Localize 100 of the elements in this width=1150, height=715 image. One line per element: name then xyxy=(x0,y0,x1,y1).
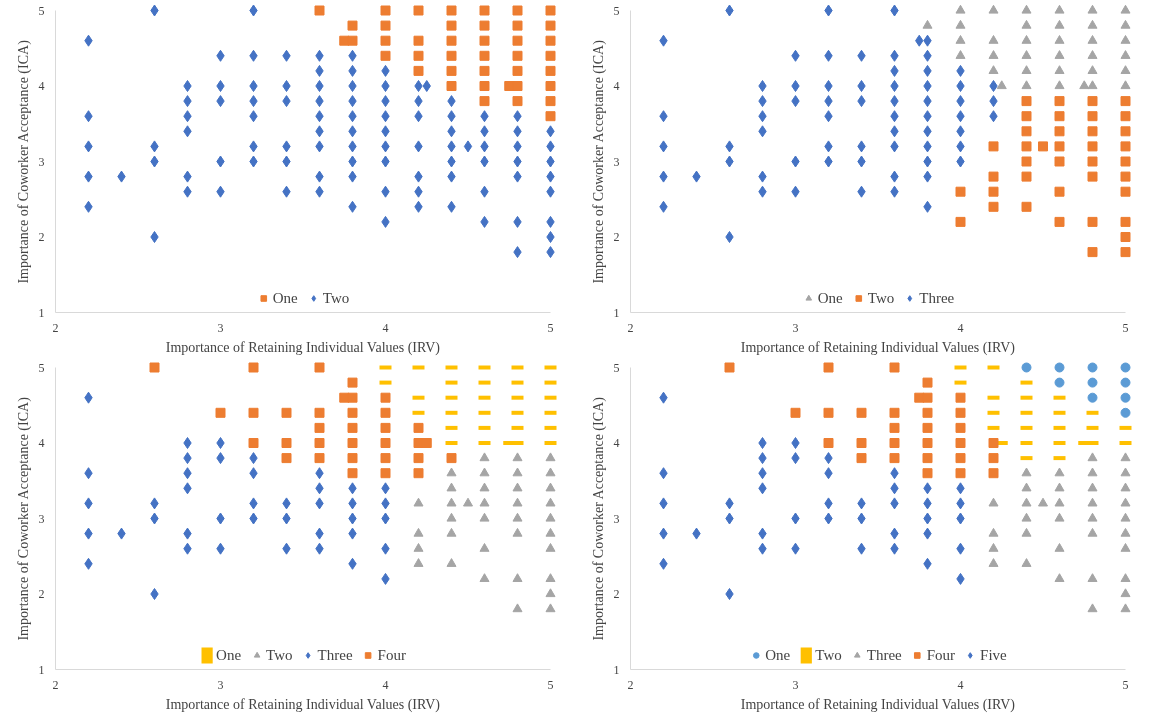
point xyxy=(512,81,523,91)
point xyxy=(955,186,966,197)
point xyxy=(479,467,490,477)
x-tick-label: 5 xyxy=(547,677,554,692)
point xyxy=(955,216,966,227)
point xyxy=(1021,171,1032,182)
point xyxy=(1087,65,1098,74)
point xyxy=(446,50,457,61)
point xyxy=(1087,362,1098,373)
point xyxy=(1021,19,1032,29)
x-tick-label: 5 xyxy=(547,320,554,335)
point xyxy=(512,5,523,16)
point xyxy=(1054,126,1065,137)
point xyxy=(1120,171,1131,182)
point xyxy=(1054,543,1065,552)
point xyxy=(413,497,424,507)
x-axis-title: Importance of Retaining Individual Values (IRV) xyxy=(165,339,441,356)
point xyxy=(545,20,556,31)
point xyxy=(281,407,292,418)
y-tick-label: 4 xyxy=(613,79,620,93)
y-tick-label: 5 xyxy=(613,360,620,375)
point xyxy=(314,438,325,448)
point xyxy=(545,65,556,76)
point xyxy=(248,362,259,373)
point xyxy=(1087,96,1098,107)
point xyxy=(347,453,358,464)
point xyxy=(1087,527,1098,537)
point xyxy=(545,588,556,598)
point xyxy=(479,81,490,91)
point xyxy=(479,452,490,462)
point xyxy=(955,35,966,44)
point xyxy=(1087,156,1098,167)
point xyxy=(724,362,735,373)
point xyxy=(413,5,424,16)
point xyxy=(1038,497,1048,507)
point xyxy=(413,558,424,567)
point xyxy=(1021,4,1032,14)
point xyxy=(347,392,358,403)
point xyxy=(545,543,556,552)
point xyxy=(380,468,391,479)
point xyxy=(988,65,999,74)
y-tick-label: 4 xyxy=(38,436,45,450)
point xyxy=(413,35,424,46)
point xyxy=(988,50,999,59)
point xyxy=(1021,362,1032,373)
point xyxy=(413,422,424,433)
point xyxy=(248,407,259,418)
point xyxy=(1021,35,1032,44)
point xyxy=(1120,4,1131,14)
point xyxy=(1120,497,1131,507)
point xyxy=(1087,35,1098,44)
point xyxy=(1087,50,1098,59)
point xyxy=(955,468,966,479)
point xyxy=(889,453,900,464)
point xyxy=(545,452,556,462)
point xyxy=(380,50,391,61)
point xyxy=(479,20,490,31)
point xyxy=(545,497,556,507)
point xyxy=(1054,111,1065,122)
point xyxy=(1054,377,1065,388)
x-tick-label: 4 xyxy=(957,320,964,335)
point xyxy=(1021,558,1032,567)
point xyxy=(446,467,457,477)
point xyxy=(1054,186,1065,197)
point xyxy=(545,603,556,613)
point xyxy=(446,453,457,464)
point xyxy=(545,96,556,107)
y-axis-title: Importance of Coworker Acceptance (ICA) xyxy=(15,39,32,284)
point xyxy=(889,407,900,418)
point xyxy=(413,65,424,76)
point xyxy=(314,422,325,433)
point xyxy=(1120,603,1131,613)
point xyxy=(479,543,490,552)
point xyxy=(1087,377,1098,388)
point xyxy=(1021,80,1032,90)
point xyxy=(922,422,933,433)
point xyxy=(1087,216,1098,227)
point xyxy=(1054,50,1065,59)
x-tick-label: 3 xyxy=(792,320,799,335)
point xyxy=(1054,19,1065,29)
point xyxy=(988,438,999,448)
point xyxy=(446,558,457,567)
point xyxy=(314,5,325,16)
point xyxy=(479,65,490,76)
y-tick-label: 1 xyxy=(38,662,45,677)
point xyxy=(545,512,556,522)
legend-label: Three xyxy=(866,646,902,664)
point xyxy=(347,468,358,479)
point xyxy=(479,512,490,522)
point xyxy=(1120,186,1131,197)
point xyxy=(1054,362,1065,373)
point xyxy=(1054,573,1065,582)
point xyxy=(512,20,523,31)
point xyxy=(1120,467,1131,477)
x-tick-label: 2 xyxy=(627,320,634,335)
legend-label: Two xyxy=(867,289,895,307)
point xyxy=(1021,497,1032,507)
point xyxy=(955,50,966,59)
point xyxy=(1087,171,1098,182)
y-axis-title: Importance of Coworker Acceptance (ICA) xyxy=(590,396,607,641)
